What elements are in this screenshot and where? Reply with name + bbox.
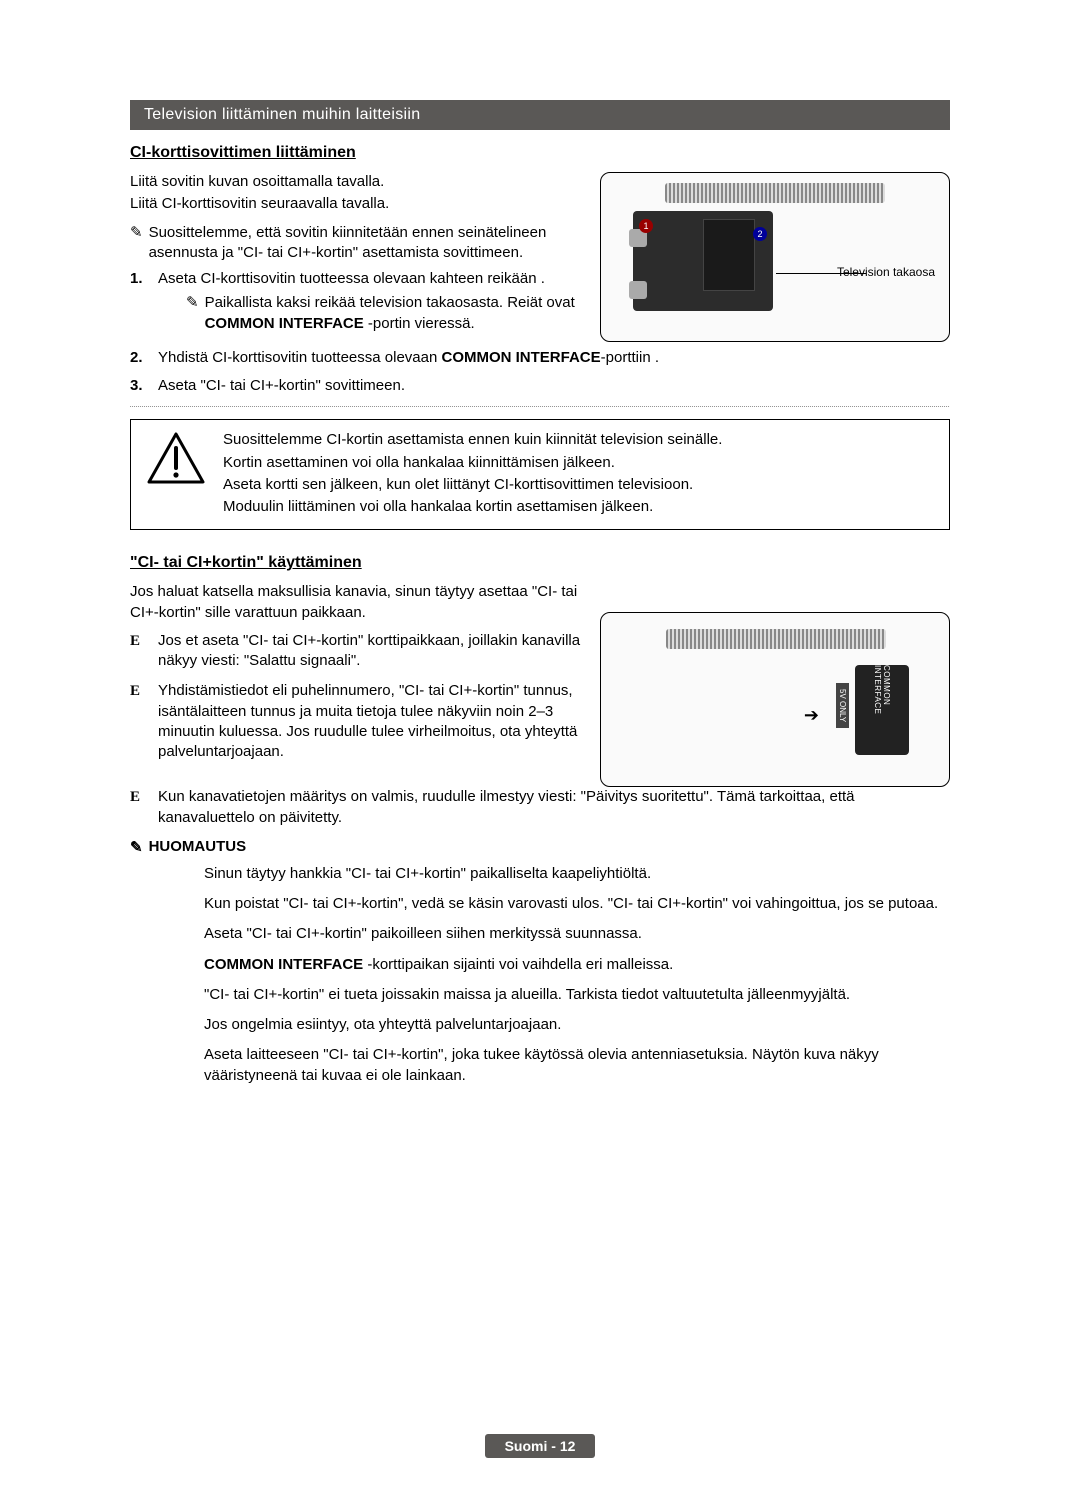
- huom-6: Jos ongelmia esiintyy, ota yhteyttä palv…: [204, 1015, 950, 1035]
- e-marker: E: [130, 681, 146, 762]
- ci-slot: COMMON INTERFACE: [855, 665, 909, 755]
- note-icon: ✎: [130, 838, 143, 856]
- e-item-1: E Jos et aseta "CI- tai CI+-kortin" kort…: [130, 631, 582, 672]
- huom-title: HUOMAUTUS: [149, 838, 247, 856]
- huom-5: "CI- tai CI+-kortin" ei tueta joissakin …: [204, 985, 950, 1005]
- e-marker: E: [130, 787, 146, 828]
- section1-left: Liitä sovitin kuvan osoittamalla tavalla…: [130, 172, 582, 348]
- huom-3: Aseta "CI- tai CI+-kortin" paikoilleen s…: [204, 924, 950, 944]
- e2-text: Yhdistämistiedot eli puhelinnumero, "CI-…: [158, 681, 582, 762]
- sub-bold: COMMON INTERFACE: [205, 315, 364, 332]
- warn-l3: Aseta kortti sen jälkeen, kun olet liitt…: [223, 475, 722, 495]
- illustration-2: COMMON INTERFACE 5V ONLY ➔: [600, 612, 950, 787]
- vent-strip: [665, 183, 885, 203]
- sub-post: -portin vieressä.: [364, 315, 475, 332]
- e1-text: Jos et aseta "CI- tai CI+-kortin" kortti…: [158, 631, 582, 672]
- warn-l4: Moduulin liittäminen voi olla hankalaa k…: [223, 497, 722, 517]
- step-3: 3. Aseta "CI- tai CI+-kortin" sovittimee…: [130, 376, 950, 396]
- ci-card-graphic: [703, 219, 755, 291]
- section1-title: CI-korttisovittimen liittäminen: [130, 144, 950, 162]
- step-1-subnote-text: Paikallista kaksi reikää television taka…: [205, 293, 582, 334]
- s2-bold: COMMON INTERFACE: [441, 349, 600, 366]
- step-2: 2. Yhdistä CI-korttisovitin tuotteessa o…: [130, 348, 950, 368]
- e-item-3: E Kun kanavatietojen määritys on valmis,…: [130, 787, 950, 828]
- huom-list: Sinun täytyy hankkia "CI- tai CI+-kortin…: [130, 864, 950, 1086]
- steps-list: 1. Aseta CI-korttisovitin tuotteessa ole…: [130, 269, 582, 340]
- warning-box: Suosittelemme CI-kortin asettamista enne…: [130, 419, 950, 530]
- step-2-num: 2.: [130, 348, 148, 368]
- slot-label: COMMON INTERFACE: [873, 665, 891, 755]
- e-list-continued: E Kun kanavatietojen määritys on valmis,…: [130, 787, 950, 828]
- step-1-num: 1.: [130, 269, 148, 340]
- footer-page-label: Suomi - 12: [485, 1434, 596, 1458]
- section2-left: Jos haluat katsella maksullisia kanavia,…: [130, 582, 582, 787]
- arrow-icon: ➔: [804, 705, 819, 726]
- step-1-text: Aseta CI-korttisovitin tuotteessa olevaa…: [158, 270, 545, 287]
- huom4-post: -korttipaikan sijainti voi vaihdella eri…: [363, 956, 673, 973]
- illustration-2-col: COMMON INTERFACE 5V ONLY ➔: [600, 582, 950, 787]
- illustration-1: 1 2 Television takaosa: [600, 172, 950, 342]
- step-3-num: 3.: [130, 376, 148, 396]
- note-icon: ✎: [186, 293, 199, 334]
- huom-heading: ✎ HUOMAUTUS: [130, 838, 950, 856]
- recommend-note: ✎ Suosittelemme, että sovitin kiinnitetä…: [130, 223, 582, 264]
- section1-row: Liitä sovitin kuvan osoittamalla tavalla…: [130, 172, 950, 348]
- e3-text: Kun kanavatietojen määritys on valmis, r…: [158, 787, 950, 828]
- note-icon: ✎: [130, 223, 143, 264]
- page-header-bar: Television liittäminen muihin laitteisii…: [130, 100, 950, 130]
- warning-icon: [145, 430, 207, 486]
- warn-l2: Kortin asettaminen voi olla hankalaa kii…: [223, 453, 722, 473]
- vent-strip-2: [666, 629, 886, 649]
- huom-1: Sinun täytyy hankkia "CI- tai CI+-kortin…: [204, 864, 950, 884]
- tv-back-label: Television takaosa: [837, 265, 935, 279]
- intro-line-1: Liitä sovitin kuvan osoittamalla tavalla…: [130, 172, 582, 192]
- huom-4: COMMON INTERFACE -korttipaikan sijainti …: [204, 955, 950, 975]
- e-item-2: E Yhdistämistiedot eli puhelinnumero, "C…: [130, 681, 582, 762]
- e-list: E Jos et aseta "CI- tai CI+-kortin" kort…: [130, 631, 582, 763]
- huom4-bold: COMMON INTERFACE: [204, 956, 363, 973]
- section2-intro: Jos haluat katsella maksullisia kanavia,…: [130, 582, 582, 623]
- side-label: 5V ONLY: [836, 683, 849, 728]
- intro-line-2: Liitä CI-korttisovitin seuraavalla taval…: [130, 194, 582, 214]
- step-1-subnote: ✎ Paikallista kaksi reikää television ta…: [158, 293, 582, 334]
- warning-lines: Suosittelemme CI-kortin asettamista enne…: [223, 430, 722, 519]
- note-text: Suosittelemme, että sovitin kiinnitetään…: [149, 223, 582, 264]
- tv-back-graphic: 1 2: [633, 211, 773, 311]
- huom-7: Aseta laitteeseen "CI- tai CI+-kortin", …: [204, 1045, 950, 1086]
- badge-1: 1: [639, 219, 653, 233]
- step-3-text: Aseta "CI- tai CI+-kortin" sovittimeen.: [158, 376, 405, 396]
- section2-title: "CI- tai CI+kortin" käyttäminen: [130, 554, 950, 572]
- s2-pre: Yhdistä CI-korttisovitin tuotteessa olev…: [158, 349, 441, 366]
- sub-pre: Paikallista kaksi reikää television taka…: [205, 294, 575, 311]
- step-1: 1. Aseta CI-korttisovitin tuotteessa ole…: [130, 269, 582, 340]
- s2-post: -porttiin .: [601, 349, 659, 366]
- page-footer: Suomi - 12: [0, 1434, 1080, 1458]
- illustration-1-col: 1 2 Television takaosa: [600, 172, 950, 348]
- badge-2: 2: [753, 227, 767, 241]
- step-2-text: Yhdistä CI-korttisovitin tuotteessa olev…: [158, 348, 659, 368]
- huom-2: Kun poistat "CI- tai CI+-kortin", vedä s…: [204, 894, 950, 914]
- warn-l1: Suosittelemme CI-kortin asettamista enne…: [223, 430, 722, 450]
- port-b: [629, 281, 647, 299]
- steps-list-continued: 2. Yhdistä CI-korttisovitin tuotteessa o…: [130, 348, 950, 397]
- separator: [130, 406, 950, 407]
- section2-row: Jos haluat katsella maksullisia kanavia,…: [130, 582, 950, 787]
- e-marker: E: [130, 631, 146, 672]
